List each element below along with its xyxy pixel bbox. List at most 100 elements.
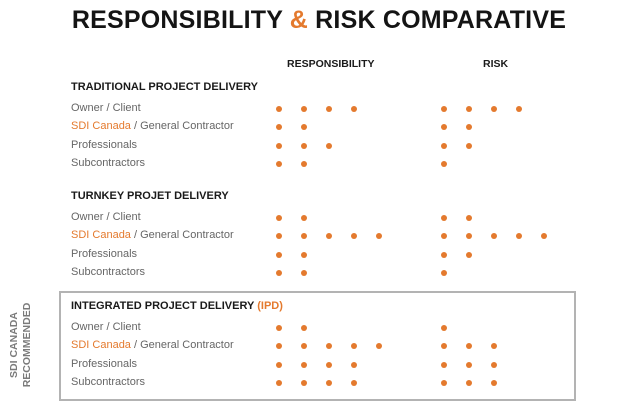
risk-dot [466, 124, 472, 131]
risk-dot [491, 343, 497, 350]
responsibility-dot [276, 343, 282, 350]
risk-dot [466, 361, 472, 368]
responsibility-dot [326, 106, 332, 112]
side-label-line-2: RECOMMENDED [21, 302, 33, 388]
risk-dot [441, 124, 447, 131]
risk-dot [466, 233, 472, 240]
risk-dot [441, 233, 447, 240]
risk-dots [441, 343, 516, 351]
section-title: TURNKEY PROJET DELIVERY [71, 190, 229, 202]
row-label-company: SDI Canada [71, 120, 131, 133]
responsibility-dots [276, 233, 401, 241]
row-label: Subcontractors [71, 266, 145, 278]
responsibility-dots [276, 215, 326, 223]
risk-dot [441, 379, 447, 386]
section-title-text: TRADITIONAL PROJECT DELIVERY [71, 81, 259, 93]
responsibility-dots [276, 251, 326, 260]
row-label: Owner / Client [71, 211, 141, 223]
responsibility-dots [276, 269, 326, 278]
section-title: INTEGRATED PROJECT DELIVERY (IPD) [71, 300, 283, 312]
title-part-2: RISK COMPARATIVE [308, 6, 567, 34]
risk-dot [466, 379, 472, 386]
responsibility-dot [276, 269, 282, 276]
row-label-text: Owner / Client [71, 211, 141, 223]
side-label-line-1: SDI CANADA [8, 312, 20, 378]
risk-dot [441, 269, 447, 276]
risk-dot [516, 233, 522, 240]
row-label: Professionals [71, 139, 137, 151]
risk-dot [541, 233, 547, 240]
responsibility-dot [301, 269, 307, 276]
row-label-text: Subcontractors [71, 265, 145, 278]
row-label: Subcontractors [71, 376, 145, 388]
risk-dots [441, 160, 466, 169]
risk-dot [441, 142, 447, 149]
responsibility-dot [351, 343, 357, 350]
responsibility-dot [301, 251, 307, 258]
responsibility-dot [276, 233, 282, 240]
responsibility-dot [326, 142, 332, 149]
responsibility-dot [301, 106, 307, 112]
row-label-text: Professionals [71, 138, 138, 151]
responsibility-dot [301, 343, 307, 350]
responsibility-dot [276, 325, 282, 331]
row-label-company: SDI Canada [71, 229, 131, 242]
risk-dot [441, 343, 447, 350]
row-label-text: / General Contractor [130, 229, 234, 242]
responsibility-dot [326, 343, 332, 350]
risk-dots [441, 124, 491, 132]
responsibility-dot [301, 325, 307, 331]
page-title: RESPONSIBILITY & RISK COMPARATIVE [0, 6, 638, 35]
risk-dot [466, 142, 472, 149]
responsibility-dot [351, 233, 357, 240]
section-title-text: TURNKEY PROJET DELIVERY [71, 190, 229, 202]
responsibility-dot [326, 361, 332, 368]
responsibility-dot [301, 233, 307, 240]
risk-dots [441, 233, 566, 241]
responsibility-dot [276, 379, 282, 386]
risk-dots [441, 269, 466, 278]
column-header-responsibility: RESPONSIBILITY [287, 58, 375, 70]
responsibility-dot [301, 361, 307, 368]
row-label-text: Professionals [71, 247, 138, 260]
responsibility-dot [276, 124, 282, 131]
risk-dot [491, 361, 497, 368]
risk-dot [491, 233, 497, 240]
row-label: SDI Canada / General Contractor [71, 339, 234, 351]
responsibility-dot [276, 251, 282, 258]
risk-dot [466, 215, 472, 221]
risk-dot [466, 106, 472, 112]
risk-dots [441, 379, 516, 388]
row-label: Professionals [71, 248, 137, 260]
responsibility-dot [326, 233, 332, 240]
risk-dot [441, 215, 447, 221]
risk-dots [441, 106, 541, 114]
row-label: SDI Canada / General Contractor [71, 120, 234, 132]
responsibility-dots [276, 160, 326, 169]
risk-dots [441, 215, 491, 223]
responsibility-dots [276, 325, 326, 333]
responsibility-dot [351, 379, 357, 386]
row-label-text: Owner / Client [71, 102, 141, 114]
risk-dot [441, 361, 447, 368]
recommended-side-label: SDI CANADA RECOMMENDED [8, 290, 34, 400]
risk-dot [516, 106, 522, 112]
responsibility-dots [276, 106, 376, 114]
responsibility-dots [276, 142, 351, 151]
row-label-text: Subcontractors [71, 156, 145, 169]
responsibility-dot [276, 160, 282, 167]
title-part-1: RESPONSIBILITY [71, 6, 290, 34]
column-header-risk: RISK [483, 58, 509, 70]
responsibility-dots [276, 361, 376, 370]
risk-dots [441, 142, 491, 151]
responsibility-dot [376, 343, 382, 350]
row-label: SDI Canada / General Contractor [71, 229, 234, 241]
section-title: TRADITIONAL PROJECT DELIVERY [71, 81, 258, 93]
section-title-text: INTEGRATED PROJECT DELIVERY [71, 300, 258, 312]
responsibility-dot [301, 124, 307, 131]
risk-dots [441, 251, 491, 260]
row-label-text: / General Contractor [130, 120, 234, 133]
responsibility-dots [276, 124, 326, 132]
responsibility-dot [276, 361, 282, 368]
responsibility-dot [351, 106, 357, 112]
